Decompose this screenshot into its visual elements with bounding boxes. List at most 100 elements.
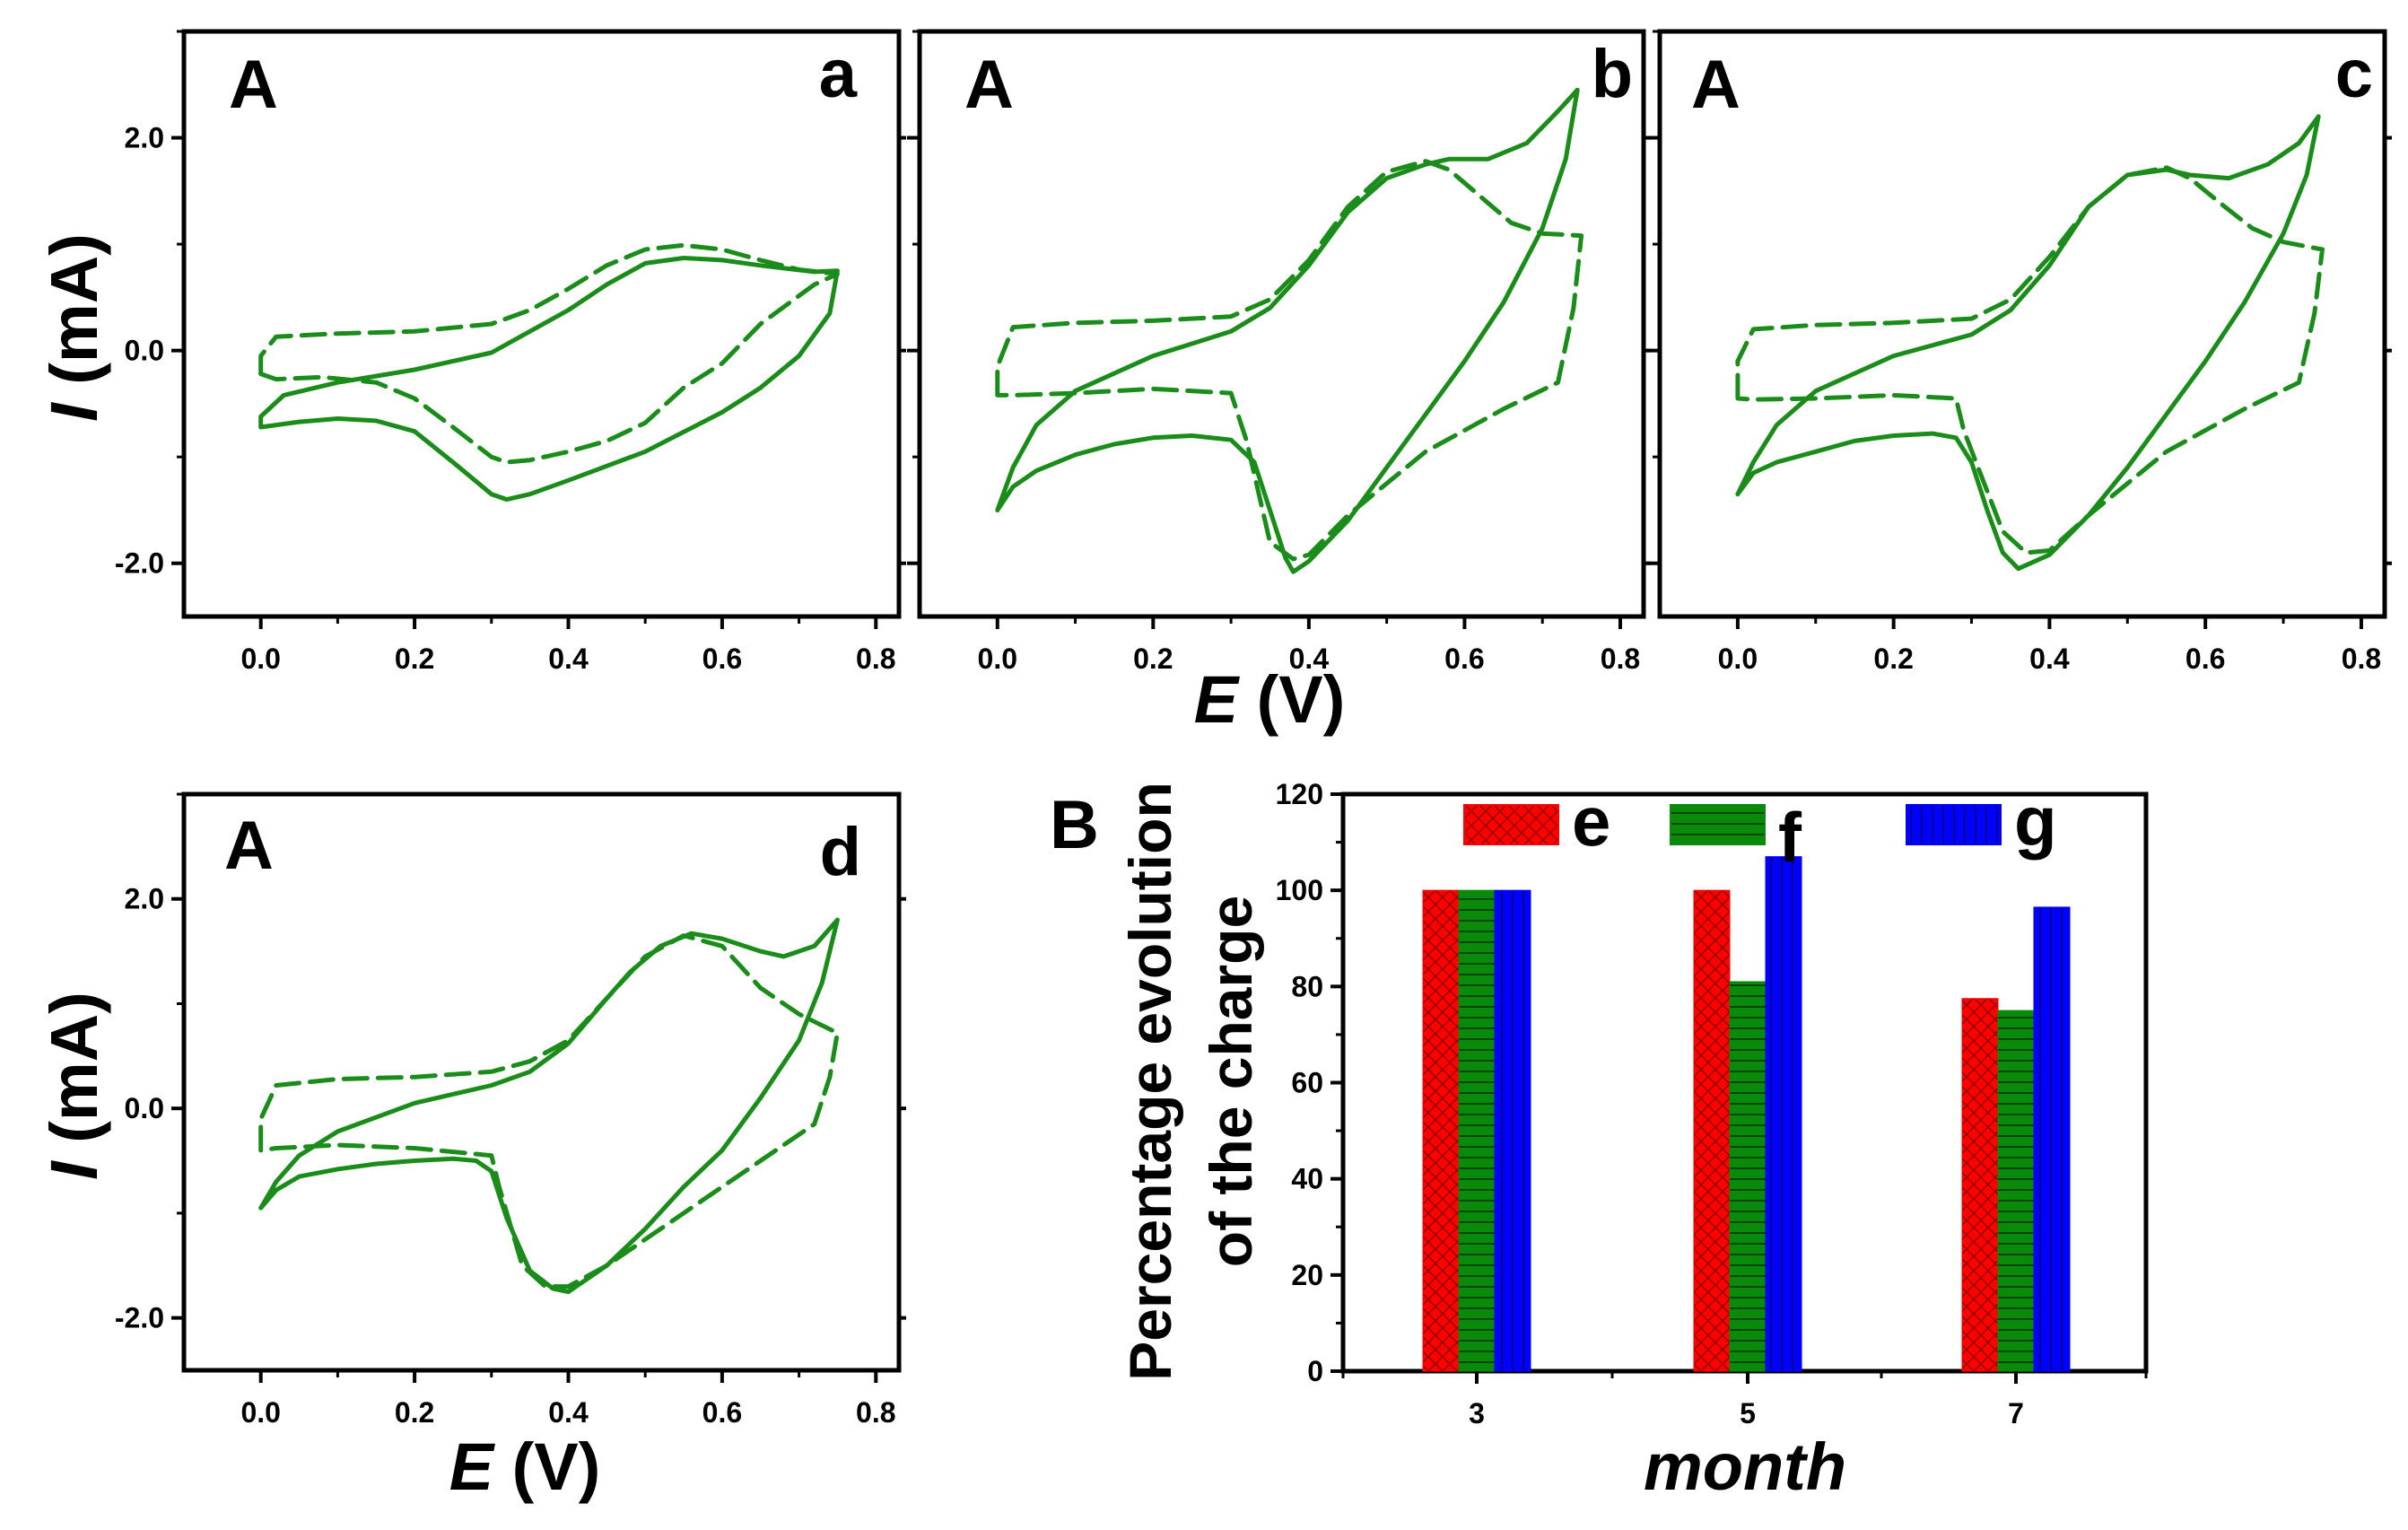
plot-frame bbox=[181, 29, 902, 619]
bar-g-month-5 bbox=[1765, 856, 1802, 1372]
y-tick-label: 20 bbox=[1291, 1259, 1323, 1291]
x-tick-label: 0.4 bbox=[2029, 643, 2070, 675]
plot-frame bbox=[917, 29, 1646, 619]
x-axis-title-text: E (V) bbox=[1194, 662, 1346, 737]
x-tick-label: 0.6 bbox=[2186, 643, 2225, 675]
x-axis-title: E (V) bbox=[449, 1429, 601, 1504]
y-axis-title: I (mA) bbox=[37, 992, 111, 1180]
x-tick-label: 0.8 bbox=[1601, 643, 1640, 675]
y-tick-label: 80 bbox=[1291, 970, 1323, 1002]
series-layer bbox=[258, 242, 840, 503]
legend: e f g bbox=[1463, 782, 2057, 877]
cv-curve-dashed bbox=[995, 159, 1584, 562]
x-tick-label: 3 bbox=[1469, 1397, 1485, 1429]
y-axis-title-line1-text: Percentage evolution bbox=[1117, 782, 1183, 1381]
cv-curve-solid bbox=[258, 256, 840, 503]
axis-ticks: 0.0 0.2 0.4 0.6 0.8 bbox=[1647, 30, 2392, 675]
legend-swatch-g bbox=[1906, 804, 2002, 845]
y-tick-label: 0.0 bbox=[125, 1092, 164, 1124]
y-axis-title-line1: Percentage evolution bbox=[1117, 782, 1183, 1381]
legend-label-f: f bbox=[1778, 798, 1802, 877]
bar-f-month-5 bbox=[1729, 981, 1767, 1372]
x-tick-label: 0.0 bbox=[240, 1396, 280, 1429]
x-tick-label: 7 bbox=[2008, 1397, 2024, 1429]
x-tick-label: 0.0 bbox=[1718, 643, 1758, 675]
bar-f-month-3 bbox=[1458, 889, 1496, 1372]
axis-ticks: 0.0 0.2 0.4 0.6 0.8 2.0 0.0 -2.0 bbox=[115, 792, 906, 1429]
bar-chart-panel: 3 5 7 0 20 40 60 80 100 120 e f g B Percentage evol… bbox=[1050, 778, 2149, 1504]
x-tick-label: 0.2 bbox=[1873, 643, 1913, 675]
y-tick-label: 0 bbox=[1307, 1355, 1323, 1387]
y-tick-label: 0.0 bbox=[125, 335, 164, 367]
x-tick-label: 0.0 bbox=[978, 643, 1017, 675]
x-tick-label: 0.8 bbox=[856, 643, 895, 675]
x-tick-label: 0.4 bbox=[1289, 643, 1330, 675]
corner-label: c bbox=[2335, 36, 2373, 112]
bar-f-month-7 bbox=[1997, 1010, 2035, 1372]
cv-curve-dashed bbox=[1735, 165, 2325, 555]
x-tick-label: 0.2 bbox=[1133, 643, 1173, 675]
legend-label-e: e bbox=[1572, 782, 1610, 861]
y-axis-title: I (mA) bbox=[37, 233, 111, 422]
legend-swatch-e bbox=[1463, 804, 1559, 845]
x-axis-title: E (V) bbox=[1194, 662, 1346, 737]
bars-layer bbox=[1422, 856, 2071, 1372]
bar-e-month-7 bbox=[1961, 998, 1999, 1372]
x-tick-label: 0.2 bbox=[395, 1396, 434, 1429]
corner-label: b bbox=[1592, 36, 1633, 112]
y-tick-label: 40 bbox=[1291, 1163, 1323, 1195]
axis-ticks: 0.0 0.2 0.4 0.6 0.8 2.0 0.0 -2.0 bbox=[115, 30, 906, 675]
x-axis-title: month bbox=[1644, 1429, 1846, 1504]
panel-label: A bbox=[964, 47, 1014, 123]
cv-panel-c: 0.0 0.2 0.4 0.6 0.8 A c bbox=[1647, 29, 2392, 675]
cv-curve-solid bbox=[258, 917, 840, 1294]
series-layer bbox=[258, 917, 840, 1294]
axis-ticks: 0.0 0.2 0.4 0.6 0.8 bbox=[907, 30, 1651, 675]
x-tick-label: 5 bbox=[1740, 1397, 1756, 1429]
x-tick-label: 0.6 bbox=[702, 643, 742, 675]
x-tick-label: 0.6 bbox=[1444, 643, 1484, 675]
y-tick-label: 60 bbox=[1291, 1067, 1323, 1099]
cv-panel-b: 0.0 0.2 0.4 0.6 0.8 A b bbox=[907, 29, 1651, 675]
corner-label: a bbox=[819, 36, 858, 112]
legend-label-g: g bbox=[2014, 782, 2057, 861]
plot-frame bbox=[181, 791, 902, 1373]
cv-curve-dashed bbox=[258, 933, 840, 1290]
legend-swatch-f bbox=[1670, 804, 1766, 845]
panel-label: B bbox=[1050, 787, 1099, 863]
x-tick-label: 0.8 bbox=[2342, 643, 2381, 675]
corner-label: d bbox=[820, 814, 861, 890]
series-layer bbox=[1735, 114, 2325, 572]
x-tick-label: 0.4 bbox=[548, 1396, 589, 1429]
x-tick-label: 0.6 bbox=[702, 1396, 742, 1429]
x-axis-title-text: month bbox=[1644, 1429, 1846, 1504]
panel-label: A bbox=[229, 47, 278, 123]
y-tick-label: 2.0 bbox=[125, 122, 164, 154]
y-axis-title-line2: of the charge bbox=[1198, 896, 1264, 1267]
y-axis-title-text: I (mA) bbox=[37, 992, 111, 1180]
x-tick-label: 0.0 bbox=[240, 643, 280, 675]
y-tick-label: 2.0 bbox=[125, 883, 164, 915]
bar-e-month-3 bbox=[1422, 889, 1460, 1372]
x-axis-title-text: E (V) bbox=[449, 1429, 601, 1504]
y-axis-title-text: I (mA) bbox=[37, 233, 111, 422]
y-tick-label: -2.0 bbox=[115, 1302, 164, 1334]
x-tick-label: 0.8 bbox=[856, 1396, 895, 1429]
y-tick-label: -2.0 bbox=[115, 547, 164, 580]
bar-g-month-3 bbox=[1494, 889, 1531, 1372]
cv-panel-d: 0.0 0.2 0.4 0.6 0.8 2.0 0.0 -2.0 A d I (mA) E (… bbox=[37, 791, 906, 1504]
plot-frame bbox=[1657, 29, 2387, 619]
bar-e-month-5 bbox=[1693, 889, 1731, 1372]
cv-curve-solid bbox=[1735, 114, 2321, 572]
panel-label: A bbox=[1691, 47, 1741, 123]
y-tick-label: 120 bbox=[1276, 778, 1323, 810]
cv-panel-a: 0.0 0.2 0.4 0.6 0.8 2.0 0.0 -2.0 A a I (mA) bbox=[37, 29, 906, 675]
y-axis-title-line2-text: of the charge bbox=[1198, 896, 1264, 1267]
series-layer bbox=[995, 87, 1584, 574]
axis-ticks: 3 5 7 0 20 40 60 80 100 120 bbox=[1276, 778, 2148, 1429]
panel-label: A bbox=[224, 808, 274, 884]
cv-curve-dashed bbox=[258, 242, 840, 465]
x-tick-label: 0.2 bbox=[395, 643, 434, 675]
bar-g-month-7 bbox=[2033, 906, 2071, 1372]
